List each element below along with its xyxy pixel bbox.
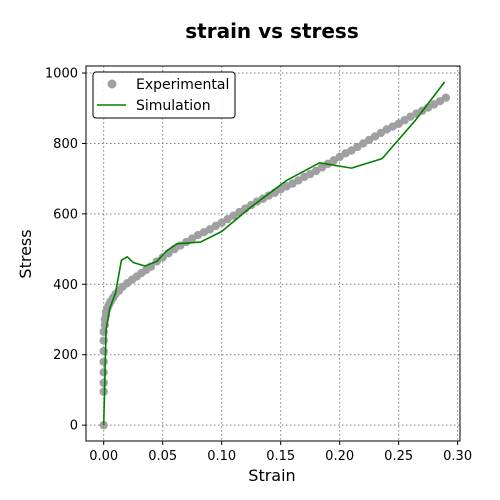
legend: Experimental Simulation bbox=[92, 71, 236, 119]
y-tick-label: 400 bbox=[53, 278, 78, 293]
y-axis-label: Stress bbox=[16, 229, 35, 278]
x-tick-label: 0.00 bbox=[89, 449, 118, 464]
x-tick-label: 0.20 bbox=[325, 449, 354, 464]
data-point bbox=[441, 93, 451, 102]
legend-box bbox=[92, 71, 236, 119]
data-point bbox=[99, 387, 108, 396]
data-point bbox=[158, 253, 167, 262]
y-tick-label: 0 bbox=[70, 419, 78, 434]
data-point bbox=[99, 368, 108, 377]
plot-frame bbox=[85, 65, 461, 442]
data-point bbox=[99, 347, 108, 356]
x-tick-label: 0.25 bbox=[384, 449, 413, 464]
x-axis: 0.00 0.05 0.10 0.15 0.20 0.25 0.30 bbox=[89, 441, 472, 464]
x-axis-label: Strain bbox=[248, 466, 295, 485]
x-tick-label: 0.30 bbox=[443, 449, 472, 464]
x-tick-label: 0.05 bbox=[148, 449, 177, 464]
data-point bbox=[99, 357, 108, 366]
data-point bbox=[99, 378, 108, 388]
y-tick-label: 800 bbox=[53, 137, 78, 152]
series-layer bbox=[99, 81, 451, 430]
legend-label: Experimental bbox=[136, 77, 229, 93]
x-tick-label: 0.10 bbox=[207, 449, 236, 464]
y-tick-label: 600 bbox=[53, 207, 78, 222]
legend-marker bbox=[107, 79, 117, 89]
data-point bbox=[99, 420, 108, 430]
y-tick-label: 200 bbox=[53, 348, 78, 363]
grid bbox=[86, 66, 460, 441]
x-tick-label: 0.15 bbox=[266, 449, 295, 464]
series-line bbox=[102, 81, 446, 426]
y-axis: 0 200 400 600 800 1000 bbox=[45, 67, 86, 434]
legend-label: Simulation bbox=[136, 98, 211, 114]
series-simulation bbox=[102, 81, 446, 426]
series-experimental bbox=[99, 93, 451, 430]
y-tick-label: 1000 bbox=[45, 67, 78, 82]
chart-title: strain vs stress bbox=[185, 19, 359, 43]
